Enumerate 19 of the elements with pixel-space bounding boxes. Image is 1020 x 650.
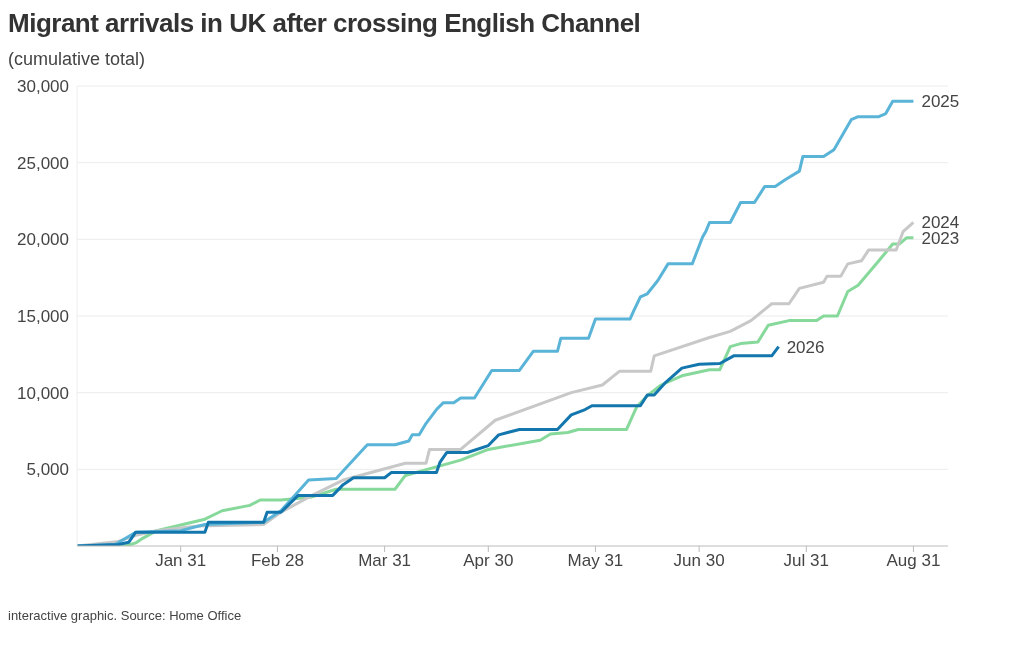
y-tick-label: 15,000 (17, 307, 69, 327)
x-tick-label: Aug 31 (886, 551, 941, 571)
y-tick-label: 30,000 (17, 77, 69, 97)
y-tick-label: 20,000 (17, 230, 69, 250)
x-tick-label: May 31 (567, 551, 624, 571)
series-label: 2025 (921, 92, 960, 112)
x-tick-label: Apr 30 (463, 551, 514, 571)
x-tick-label: Feb 28 (251, 551, 304, 571)
x-tick-label: Jun 30 (673, 551, 725, 571)
chart-subtitle: (cumulative total) (8, 49, 147, 70)
y-tick-label: 5,000 (26, 460, 69, 480)
text: interactive graphic. Source: Home Office (8, 608, 243, 623)
chart-title: Migrant arrivals in UK after crossing English Channel (8, 8, 642, 39)
x-tick-label: Jan 31 (155, 551, 207, 571)
x-tick-label: Mar 31 (358, 551, 412, 571)
x-tick-label: Jul 31 (783, 551, 829, 571)
y-tick-label: 10,000 (17, 383, 69, 403)
y-tick-label: 25,000 (17, 153, 69, 173)
series-label: 2026 (786, 337, 825, 357)
